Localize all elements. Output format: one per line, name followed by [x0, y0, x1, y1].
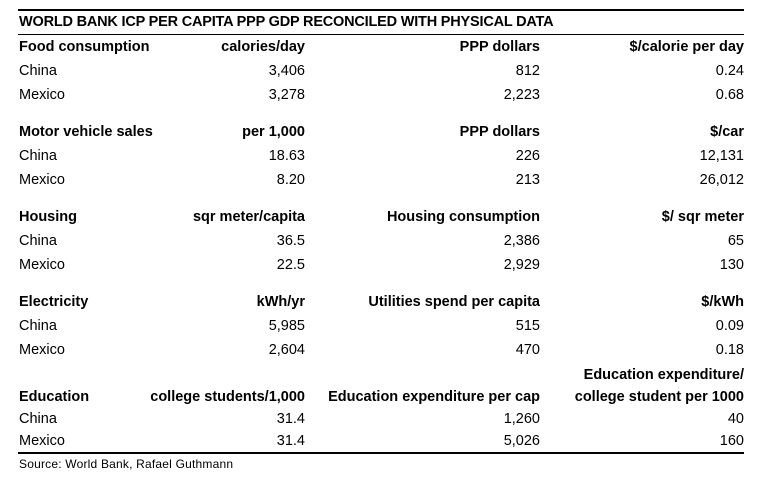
cell-value: 0.24 — [715, 63, 744, 79]
cell-value: 12,131 — [699, 148, 744, 164]
cell-value: 5,985 — [268, 318, 305, 334]
row-label: Mexico — [19, 87, 65, 103]
row-label: Mexico — [19, 433, 65, 449]
column-header: college students/1,000 — [150, 389, 305, 405]
cell-value: 3,406 — [268, 63, 305, 79]
column-header: per 1,000 — [242, 124, 305, 140]
column-header: Education expenditure per cap — [328, 389, 540, 405]
cell-value: 0.68 — [715, 87, 744, 103]
column-header: calories/day — [221, 39, 305, 55]
cell-value: 65 — [727, 233, 744, 249]
cell-value: 8.20 — [276, 172, 305, 188]
cell-value: 5,026 — [503, 433, 540, 449]
cell-value: 36.5 — [276, 233, 305, 249]
section-education: Education college students/1,000 Educati… — [18, 362, 744, 452]
column-header: Education expenditure/ college student p… — [540, 362, 744, 408]
cell-value: 2,386 — [503, 233, 540, 249]
cell-value: 40 — [727, 411, 744, 427]
cell-value: 515 — [515, 318, 540, 334]
column-header: kWh/yr — [256, 294, 305, 310]
section-label: Electricity — [19, 294, 89, 310]
column-header: sqr meter/capita — [192, 209, 305, 225]
column-header-wrapped-text: Education expenditure/ college student p… — [574, 367, 744, 405]
cell-value: 812 — [515, 63, 540, 79]
section-housing: Housing sqr meter/capita Housing consump… — [18, 205, 744, 277]
row-label: Mexico — [19, 172, 65, 188]
row-label: China — [19, 63, 57, 79]
cell-value: 26,012 — [699, 172, 744, 188]
cell-value: 2,604 — [268, 342, 305, 358]
row-label: Mexico — [19, 257, 65, 273]
column-header: Housing consumption — [386, 209, 540, 225]
row-label: China — [19, 148, 57, 164]
cell-value: 31.4 — [276, 411, 305, 427]
source-note: Source: World Bank, Rafael Guthmann — [19, 457, 234, 471]
section-electricity: Electricity kWh/yr Utilities spend per c… — [18, 290, 744, 362]
cell-value: 130 — [719, 257, 744, 273]
column-header: $/car — [710, 124, 744, 140]
column-header: Utilities spend per capita — [368, 294, 540, 310]
cell-value: 31.4 — [276, 433, 305, 449]
column-header: $/kWh — [701, 294, 744, 310]
column-header: PPP dollars — [459, 39, 540, 55]
worksheet: WORLD BANK ICP PER CAPITA PPP GDP RECONC… — [18, 9, 744, 472]
section-label: Food consumption — [19, 39, 150, 55]
row-label: China — [19, 233, 57, 249]
cell-value: 3,278 — [268, 87, 305, 103]
column-header: PPP dollars — [459, 124, 540, 140]
section-label: Education — [19, 389, 90, 405]
page-title: WORLD BANK ICP PER CAPITA PPP GDP RECONC… — [18, 9, 744, 35]
row-label: China — [19, 411, 57, 427]
section-label: Motor vehicle sales — [19, 124, 153, 140]
column-header: $/calorie per day — [629, 39, 744, 55]
cell-value: 18.63 — [268, 148, 305, 164]
section-food-consumption: Food consumption calories/day PPP dollar… — [18, 35, 744, 107]
cell-value: 470 — [515, 342, 540, 358]
cell-value: 1,260 — [503, 411, 540, 427]
cell-value: 2,929 — [503, 257, 540, 273]
cell-value: 0.18 — [715, 342, 744, 358]
cell-value: 226 — [515, 148, 540, 164]
section-label: Housing — [19, 209, 77, 225]
cell-value: 2,223 — [503, 87, 540, 103]
cell-value: 160 — [719, 433, 744, 449]
row-label: China — [19, 318, 57, 334]
section-motor-vehicle-sales: Motor vehicle sales per 1,000 PPP dollar… — [18, 120, 744, 192]
column-header: $/ sqr meter — [661, 209, 744, 225]
cell-value: 0.09 — [715, 318, 744, 334]
cell-value: 213 — [515, 172, 540, 188]
row-label: Mexico — [19, 342, 65, 358]
bottom-rule — [18, 452, 744, 454]
cell-value: 22.5 — [276, 257, 305, 273]
